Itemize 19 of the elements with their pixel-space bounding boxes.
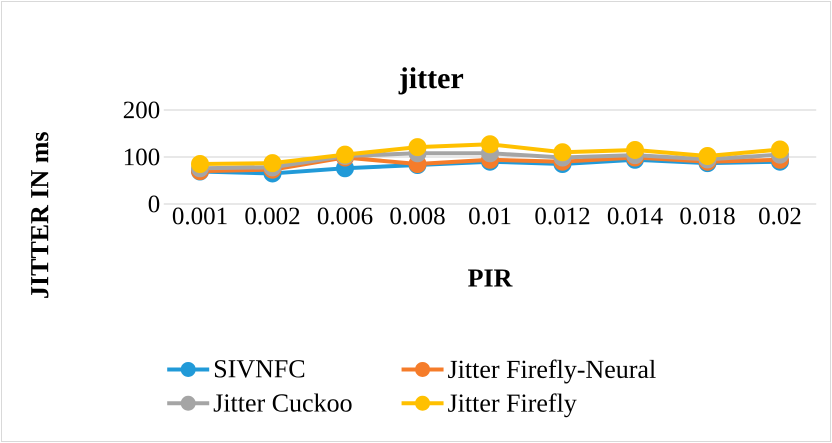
x-tick-label: 0.01 [469, 208, 510, 225]
legend-label: Jitter Firefly [448, 393, 577, 418]
x-tick-label: 0.002 [245, 208, 300, 225]
y-axis-title: JITTER IN ms [31, 132, 48, 298]
legend-label: Jitter Firefly-Neural [448, 360, 656, 384]
x-tick-label: 0.014 [608, 208, 663, 225]
legend-label: SIVNFC [214, 360, 304, 378]
x-tick-label: 0.02 [759, 208, 800, 225]
x-axis-title: PIR [468, 270, 513, 287]
y-tick-label: 200 [124, 102, 160, 118]
y-tick-label: 0 [148, 196, 160, 212]
x-tick-label: 0.012 [535, 208, 590, 225]
y-tick-label: 100 [124, 148, 160, 166]
x-tick-label: 0.018 [680, 208, 735, 225]
x-tick-label: 0.001 [172, 208, 227, 225]
chart-title: jitter [398, 67, 464, 94]
x-tick-label: 0.008 [390, 208, 445, 225]
x-tick-label: 0.006 [318, 208, 372, 225]
legend-label: Jitter Cuckoo [214, 393, 352, 412]
